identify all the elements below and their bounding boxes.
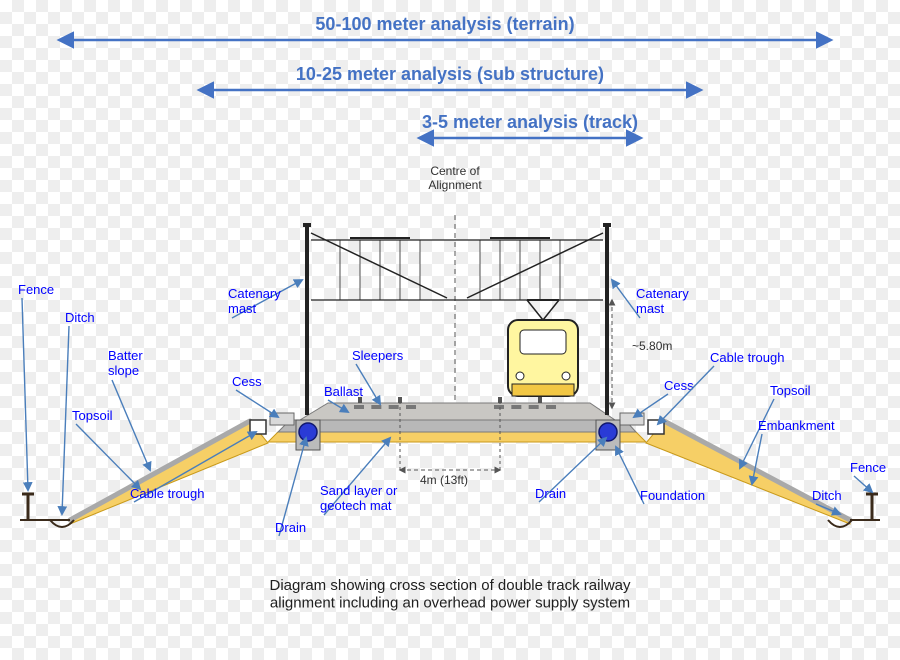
caption: Diagram showing cross section of double … <box>270 577 631 611</box>
svg-text:Catenarymast: Catenarymast <box>228 286 281 316</box>
range-arrow: 50-100 meter analysis (terrain) <box>60 14 830 40</box>
centre-line: Centre ofAlignment <box>428 164 482 415</box>
svg-text:Embankment: Embankment <box>758 418 835 433</box>
svg-text:Sleepers: Sleepers <box>352 348 404 363</box>
svg-text:Sand layer orgeotech mat: Sand layer orgeotech mat <box>320 483 398 513</box>
callout-batter: Batterslope <box>108 348 150 470</box>
embankment-left <box>70 421 268 524</box>
svg-text:Fence: Fence <box>850 460 886 475</box>
embankment-right <box>646 421 850 524</box>
callout-topsoil-l: Topsoil <box>72 408 140 489</box>
range-arrow: 3-5 meter analysis (track) <box>420 112 640 138</box>
callout-fence-r: Fence <box>850 460 886 492</box>
svg-text:10-25 meter analysis (sub stru: 10-25 meter analysis (sub structure) <box>296 64 604 84</box>
svg-text:Cess: Cess <box>232 374 262 389</box>
callout-cess-l: Cess <box>232 374 278 417</box>
svg-text:Batterslope: Batterslope <box>108 348 143 378</box>
svg-text:4m (13ft): 4m (13ft) <box>420 473 468 487</box>
callout-drain-l: Drain <box>275 438 306 536</box>
svg-text:Ditch: Ditch <box>812 488 842 503</box>
svg-text:Cable trough: Cable trough <box>130 486 204 501</box>
svg-text:Foundation: Foundation <box>640 488 705 503</box>
callout-cess-r: Cess <box>634 378 694 417</box>
svg-text:Cable trough: Cable trough <box>710 350 784 365</box>
svg-text:Drain: Drain <box>535 486 566 501</box>
svg-text:Ballast: Ballast <box>324 384 363 399</box>
railway-cross-section-diagram: 50-100 meter analysis (terrain) 10-25 met… <box>0 0 900 660</box>
callout-fence-l: Fence <box>18 282 54 490</box>
svg-text:Ditch: Ditch <box>65 310 95 325</box>
callout-cat-r: Catenarymast <box>612 280 689 318</box>
callout-drain-r: Drain <box>535 438 606 502</box>
svg-text:Catenarymast: Catenarymast <box>636 286 689 316</box>
svg-text:Centre ofAlignment: Centre ofAlignment <box>428 164 482 192</box>
formation-layers <box>268 403 646 442</box>
svg-text:Drain: Drain <box>275 520 306 535</box>
range-arrow: 10-25 meter analysis (sub structure) <box>200 64 700 90</box>
ground-left <box>20 494 74 527</box>
svg-text:3-5 meter analysis (track): 3-5 meter analysis (track) <box>422 112 638 132</box>
svg-text:Topsoil: Topsoil <box>72 408 113 423</box>
svg-text:Fence: Fence <box>18 282 54 297</box>
callout-sand: Sand layer orgeotech mat <box>320 438 398 515</box>
svg-text:~5.80m: ~5.80m <box>632 339 672 353</box>
svg-text:50-100 meter analysis (terrain: 50-100 meter analysis (terrain) <box>315 14 574 34</box>
train-front <box>508 300 578 396</box>
svg-text:Topsoil: Topsoil <box>770 383 811 398</box>
callout-cat-l: Catenarymast <box>228 280 302 318</box>
